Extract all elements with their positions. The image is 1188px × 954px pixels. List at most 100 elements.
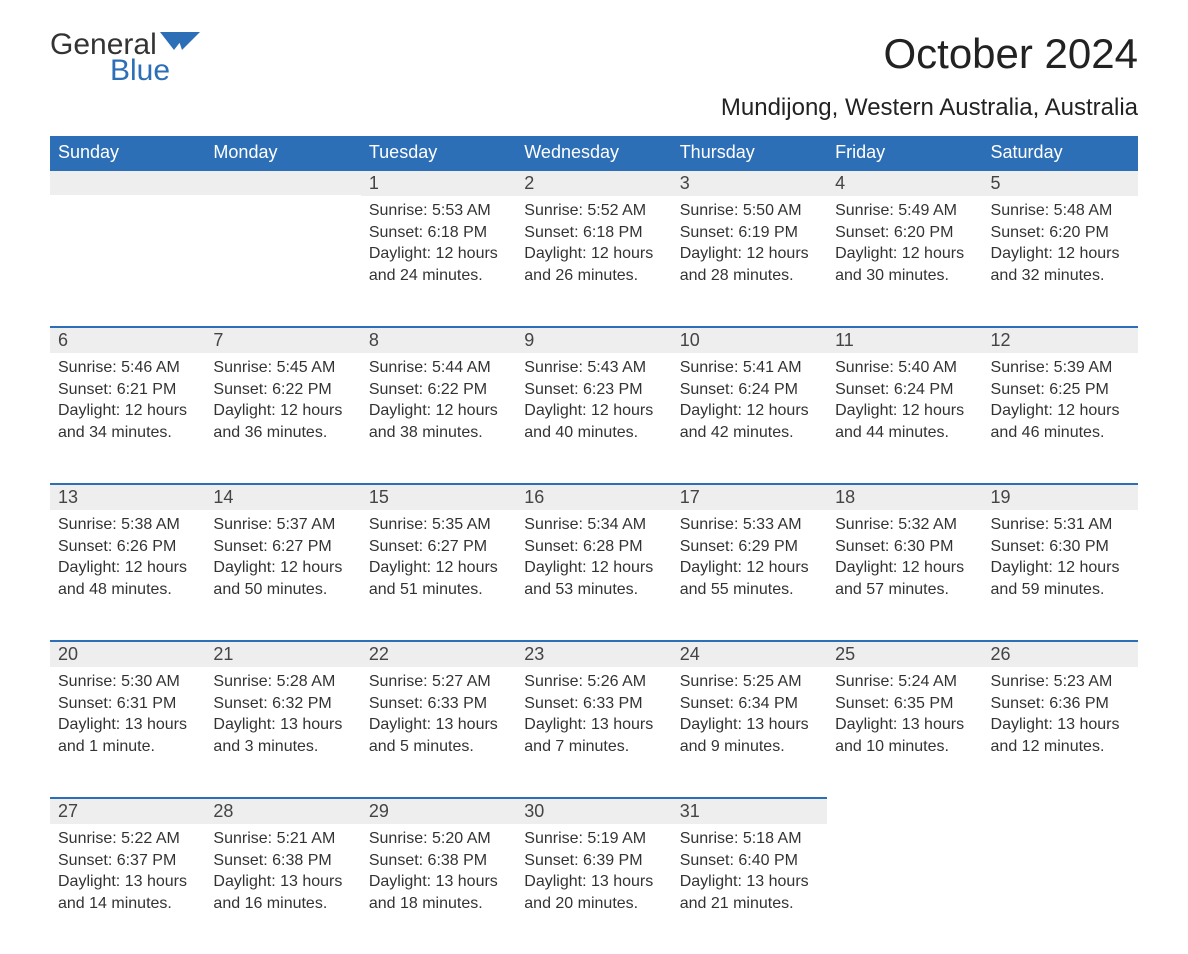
day-data-line: Daylight: 12 hours — [835, 400, 974, 422]
day-data-cell — [50, 196, 205, 326]
day-data-line: Sunset: 6:20 PM — [991, 222, 1130, 244]
daynum-row: 12345 — [50, 169, 1138, 196]
day-number-cell: 14 — [205, 483, 360, 510]
day-number: 21 — [205, 640, 360, 667]
day-data: Sunrise: 5:45 AMSunset: 6:22 PMDaylight:… — [205, 353, 360, 463]
day-data-line: Sunrise: 5:26 AM — [524, 671, 663, 693]
day-data-line: Sunrise: 5:48 AM — [991, 200, 1130, 222]
day-data-line: Daylight: 12 hours — [680, 400, 819, 422]
day-number: 11 — [827, 326, 982, 353]
day-data-cell — [205, 196, 360, 326]
day-data-line: Sunrise: 5:39 AM — [991, 357, 1130, 379]
day-number: 5 — [983, 169, 1138, 196]
logo-flag-icon — [160, 32, 200, 59]
day-number: 18 — [827, 483, 982, 510]
day-number: 15 — [361, 483, 516, 510]
day-number: 12 — [983, 326, 1138, 353]
day-number-cell — [827, 797, 982, 824]
day-data-cell: Sunrise: 5:18 AMSunset: 6:40 PMDaylight:… — [672, 824, 827, 954]
day-number-cell: 24 — [672, 640, 827, 667]
day-data-cell: Sunrise: 5:28 AMSunset: 6:32 PMDaylight:… — [205, 667, 360, 797]
weekday-header: Friday — [827, 136, 982, 169]
day-data-line: Daylight: 13 hours — [991, 714, 1130, 736]
day-number: 31 — [672, 797, 827, 824]
location-label: Mundijong, Western Australia, Australia — [50, 94, 1138, 122]
day-number-cell: 28 — [205, 797, 360, 824]
day-data-line: Daylight: 13 hours — [58, 871, 197, 893]
day-data-line: and 46 minutes. — [991, 422, 1130, 444]
calendar-table: Sunday Monday Tuesday Wednesday Thursday… — [50, 136, 1138, 954]
day-number-cell: 16 — [516, 483, 671, 510]
day-data-line: Sunset: 6:35 PM — [835, 693, 974, 715]
day-number-cell: 11 — [827, 326, 982, 353]
day-number-cell: 31 — [672, 797, 827, 824]
day-number-cell: 23 — [516, 640, 671, 667]
day-data-line: Sunrise: 5:24 AM — [835, 671, 974, 693]
day-number-cell: 5 — [983, 169, 1138, 196]
day-data-line: and 7 minutes. — [524, 736, 663, 758]
day-data-cell: Sunrise: 5:48 AMSunset: 6:20 PMDaylight:… — [983, 196, 1138, 326]
day-number-cell: 12 — [983, 326, 1138, 353]
page-title: October 2024 — [883, 30, 1138, 78]
daydata-row: Sunrise: 5:30 AMSunset: 6:31 PMDaylight:… — [50, 667, 1138, 797]
day-data-cell: Sunrise: 5:40 AMSunset: 6:24 PMDaylight:… — [827, 353, 982, 483]
day-number: 13 — [50, 483, 205, 510]
day-data-line: Sunrise: 5:21 AM — [213, 828, 352, 850]
daydata-row: Sunrise: 5:53 AMSunset: 6:18 PMDaylight:… — [50, 196, 1138, 326]
day-data-line: Daylight: 13 hours — [213, 871, 352, 893]
day-data-line: Sunset: 6:33 PM — [524, 693, 663, 715]
day-data-cell: Sunrise: 5:25 AMSunset: 6:34 PMDaylight:… — [672, 667, 827, 797]
day-data-cell: Sunrise: 5:45 AMSunset: 6:22 PMDaylight:… — [205, 353, 360, 483]
day-data-line: Sunset: 6:22 PM — [369, 379, 508, 401]
day-data-line: Daylight: 13 hours — [369, 714, 508, 736]
day-data: Sunrise: 5:52 AMSunset: 6:18 PMDaylight:… — [516, 196, 671, 306]
day-number-cell: 8 — [361, 326, 516, 353]
day-number-cell: 17 — [672, 483, 827, 510]
day-data-line: Sunrise: 5:50 AM — [680, 200, 819, 222]
day-data: Sunrise: 5:43 AMSunset: 6:23 PMDaylight:… — [516, 353, 671, 463]
day-data-line: Sunset: 6:36 PM — [991, 693, 1130, 715]
day-data-line: Sunset: 6:37 PM — [58, 850, 197, 872]
day-data-line: Daylight: 13 hours — [58, 714, 197, 736]
day-data-cell: Sunrise: 5:39 AMSunset: 6:25 PMDaylight:… — [983, 353, 1138, 483]
day-number-cell: 29 — [361, 797, 516, 824]
day-data-line: Sunrise: 5:22 AM — [58, 828, 197, 850]
day-data-line: Daylight: 12 hours — [369, 243, 508, 265]
day-data-line: Daylight: 12 hours — [213, 400, 352, 422]
day-data-cell: Sunrise: 5:50 AMSunset: 6:19 PMDaylight:… — [672, 196, 827, 326]
logo: General Blue — [50, 30, 230, 90]
day-data: Sunrise: 5:37 AMSunset: 6:27 PMDaylight:… — [205, 510, 360, 620]
day-data-line: Sunset: 6:24 PM — [835, 379, 974, 401]
day-data: Sunrise: 5:53 AMSunset: 6:18 PMDaylight:… — [361, 196, 516, 306]
day-number-cell: 18 — [827, 483, 982, 510]
day-data: Sunrise: 5:49 AMSunset: 6:20 PMDaylight:… — [827, 196, 982, 306]
day-data-line: Sunset: 6:30 PM — [835, 536, 974, 558]
day-data-line: Sunset: 6:38 PM — [213, 850, 352, 872]
day-number-cell: 6 — [50, 326, 205, 353]
day-data-cell — [983, 824, 1138, 954]
day-data: Sunrise: 5:30 AMSunset: 6:31 PMDaylight:… — [50, 667, 205, 777]
day-data-line: and 28 minutes. — [680, 265, 819, 287]
day-data-line: Sunrise: 5:23 AM — [991, 671, 1130, 693]
daydata-row: Sunrise: 5:38 AMSunset: 6:26 PMDaylight:… — [50, 510, 1138, 640]
day-number: 2 — [516, 169, 671, 196]
day-data-line: Daylight: 13 hours — [680, 714, 819, 736]
day-number: 6 — [50, 326, 205, 353]
day-data-line: Sunrise: 5:25 AM — [680, 671, 819, 693]
day-data-line: Sunset: 6:18 PM — [369, 222, 508, 244]
day-data: Sunrise: 5:34 AMSunset: 6:28 PMDaylight:… — [516, 510, 671, 620]
day-data-line: and 44 minutes. — [835, 422, 974, 444]
day-number-cell: 22 — [361, 640, 516, 667]
day-data-line: Daylight: 12 hours — [58, 557, 197, 579]
day-number-cell: 2 — [516, 169, 671, 196]
day-data: Sunrise: 5:32 AMSunset: 6:30 PMDaylight:… — [827, 510, 982, 620]
day-data: Sunrise: 5:33 AMSunset: 6:29 PMDaylight:… — [672, 510, 827, 620]
day-data-line: Sunset: 6:25 PM — [991, 379, 1130, 401]
header-row: General Blue October 2024 — [50, 30, 1138, 90]
day-data-line: Sunset: 6:39 PM — [524, 850, 663, 872]
day-data-line: and 38 minutes. — [369, 422, 508, 444]
day-data-line: Daylight: 12 hours — [524, 243, 663, 265]
day-data-line: and 14 minutes. — [58, 893, 197, 915]
day-data-line: and 24 minutes. — [369, 265, 508, 287]
day-number: 17 — [672, 483, 827, 510]
